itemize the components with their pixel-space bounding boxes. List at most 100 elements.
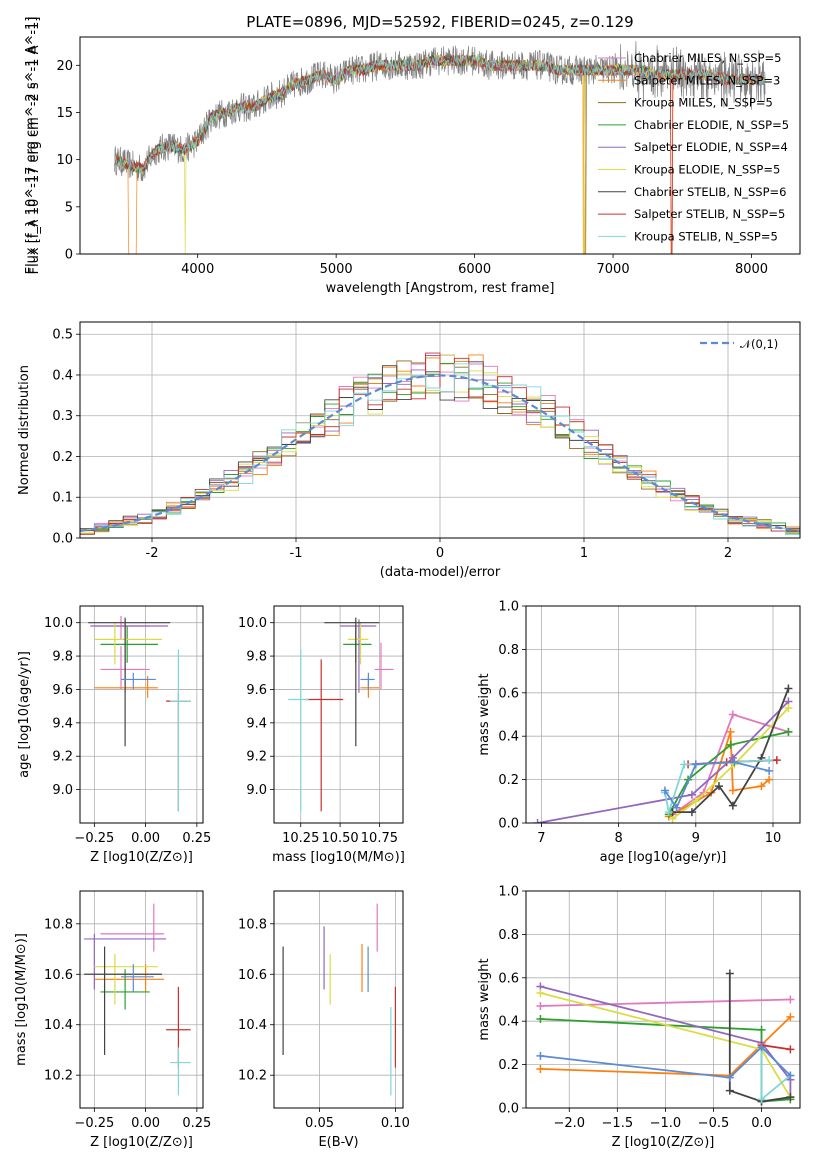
spectrum-plot	[114, 41, 766, 254]
x-tick-label: 1	[580, 546, 588, 561]
x-tick-label: −0.5	[698, 1116, 730, 1131]
weight_vs_Z-lines	[536, 969, 795, 1106]
age_vs_Z-points	[88, 616, 191, 812]
legend-entry: Kroupa STELIB, N_SSP=5	[634, 229, 778, 243]
y-axis-label: Flux [f_λ 10^-17 erg cm^-2 s^-1 A^-1]	[24, 17, 39, 275]
normal-curve	[80, 374, 800, 532]
x-tick-label: 6000	[458, 262, 491, 277]
y-tick-label: 9.0	[246, 783, 267, 798]
axes-frame	[273, 605, 404, 824]
x-tick-label: 7000	[597, 262, 630, 277]
y-tick-label: 0.2	[498, 773, 519, 788]
x-axis-label: Z [log10(Z/Z⊙)]	[90, 850, 193, 865]
x-axis-label: E(B-V)	[318, 1135, 358, 1150]
y-axis-label: Normed distribution	[17, 365, 32, 495]
weight-marker	[691, 797, 700, 806]
weight-marker	[726, 740, 735, 749]
y-tick-label: 1.0	[498, 600, 519, 615]
weight-marker	[786, 1012, 795, 1021]
weight-marker	[672, 803, 681, 812]
y-tick-label: 10.2	[238, 1069, 267, 1084]
model-line-9	[114, 55, 766, 175]
legend-entry: Salpeter MILES, N_SSP=3	[634, 73, 780, 87]
y-tick-label: 10.8	[238, 917, 267, 932]
x-tick-label: 10.25	[282, 831, 319, 846]
weight-marker	[757, 782, 766, 791]
x-tick-label: 8000	[735, 262, 768, 277]
y-axis-label: mass weight	[477, 958, 492, 1040]
y-axis-label: age [log10(age/yr)]	[17, 651, 32, 778]
weight-marker	[699, 788, 708, 797]
weight-marker	[726, 727, 735, 736]
x-axis-label: (data-model)/error	[380, 565, 501, 580]
legend-entry: Kroupa ELODIE, N_SSP=5	[634, 163, 780, 177]
x-tick-label: −0.25	[74, 831, 114, 846]
weight-marker	[757, 1043, 766, 1052]
y-tick-label: 0.0	[52, 532, 73, 547]
x-tick-label: 0	[436, 546, 444, 561]
y-tick-label: 10.0	[44, 616, 73, 631]
y-tick-label: 9.2	[52, 750, 73, 765]
y-tick-label: 10.6	[238, 968, 267, 983]
weight-line-5	[672, 707, 790, 820]
legend-entry: 𝒩(0,1)	[740, 337, 778, 351]
axes-frame	[79, 321, 801, 539]
weight-line-7	[761, 1044, 791, 1051]
x-axis-label: Z [log10(Z/Z⊙)]	[90, 1135, 193, 1150]
x-tick-label: -2	[146, 546, 159, 561]
weight-marker	[680, 760, 689, 769]
weight-marker	[757, 1095, 766, 1104]
y-tick-label: 0.0	[498, 1102, 519, 1117]
weight-marker	[784, 727, 793, 736]
y-tick-label: 9.0	[52, 783, 73, 798]
weight-marker	[765, 775, 774, 784]
y-tick-label: 10.0	[238, 616, 267, 631]
weight-marker	[728, 786, 737, 795]
weight-marker	[772, 756, 781, 765]
weight-line-9	[540, 1045, 792, 1079]
legend-entry: Chabrier ELODIE, N_SSP=5	[634, 118, 789, 132]
y-tick-label: 10.4	[44, 1018, 73, 1033]
weight-marker	[536, 988, 545, 997]
y-tick-label: 9.6	[246, 683, 267, 698]
x-tick-label: 0.05	[305, 1116, 334, 1131]
weight-marker	[687, 790, 696, 799]
weight-marker	[691, 760, 700, 769]
weight-marker	[730, 758, 739, 767]
axes-frame	[525, 890, 801, 1109]
y-tick-label: 0.2	[52, 450, 73, 465]
weight-marker	[533, 819, 542, 823]
weight-marker	[765, 756, 774, 765]
y-tick-label: 9.8	[246, 650, 267, 665]
y-axis-label: mass [log10(M/M⊙)]	[14, 933, 29, 1066]
x-tick-label: −1.5	[602, 1116, 634, 1131]
y-tick-label: 10.8	[44, 917, 73, 932]
x-tick-label: 10.75	[361, 831, 398, 846]
legend-entry: Salpeter ELODIE, N_SSP=4	[634, 140, 788, 154]
x-tick-label: 0.10	[381, 1116, 410, 1131]
weight-marker	[660, 786, 669, 795]
y-tick-label: 20	[56, 59, 73, 74]
x-tick-label: 0.25	[182, 1116, 211, 1131]
legend-entry: Chabrier MILES, N_SSP=5	[634, 51, 781, 65]
axes-frame	[79, 605, 204, 824]
y-tick-label: 10.6	[44, 968, 73, 983]
x-tick-label: −1.0	[650, 1116, 682, 1131]
mass_vs_Z-points	[84, 903, 191, 1096]
y-tick-label: 0.6	[498, 686, 519, 701]
x-tick-label: 10.50	[321, 831, 358, 846]
legend-entry: Kroupa MILES, N_SSP=5	[634, 96, 773, 110]
weight-line-6	[728, 973, 791, 1103]
x-tick-label: 0.00	[131, 831, 160, 846]
y-axis-label: Flux [f_λ 10^-17 erg cm^-2 s^-1 A^-1]	[27, 17, 42, 275]
x-tick-label: −0.25	[74, 1116, 114, 1131]
weight-marker	[786, 1093, 795, 1102]
y-tick-label: 10.2	[44, 1069, 73, 1084]
weight-marker	[786, 1071, 795, 1080]
histogram-9	[80, 363, 800, 537]
legend-entry: Chabrier STELIB, N_SSP=6	[634, 185, 786, 199]
weight-marker	[725, 969, 734, 978]
y-tick-label: 0.5	[52, 328, 73, 343]
x-axis-label: wavelength [Angstrom, rest frame]	[326, 281, 555, 296]
weight-marker	[786, 995, 795, 1004]
